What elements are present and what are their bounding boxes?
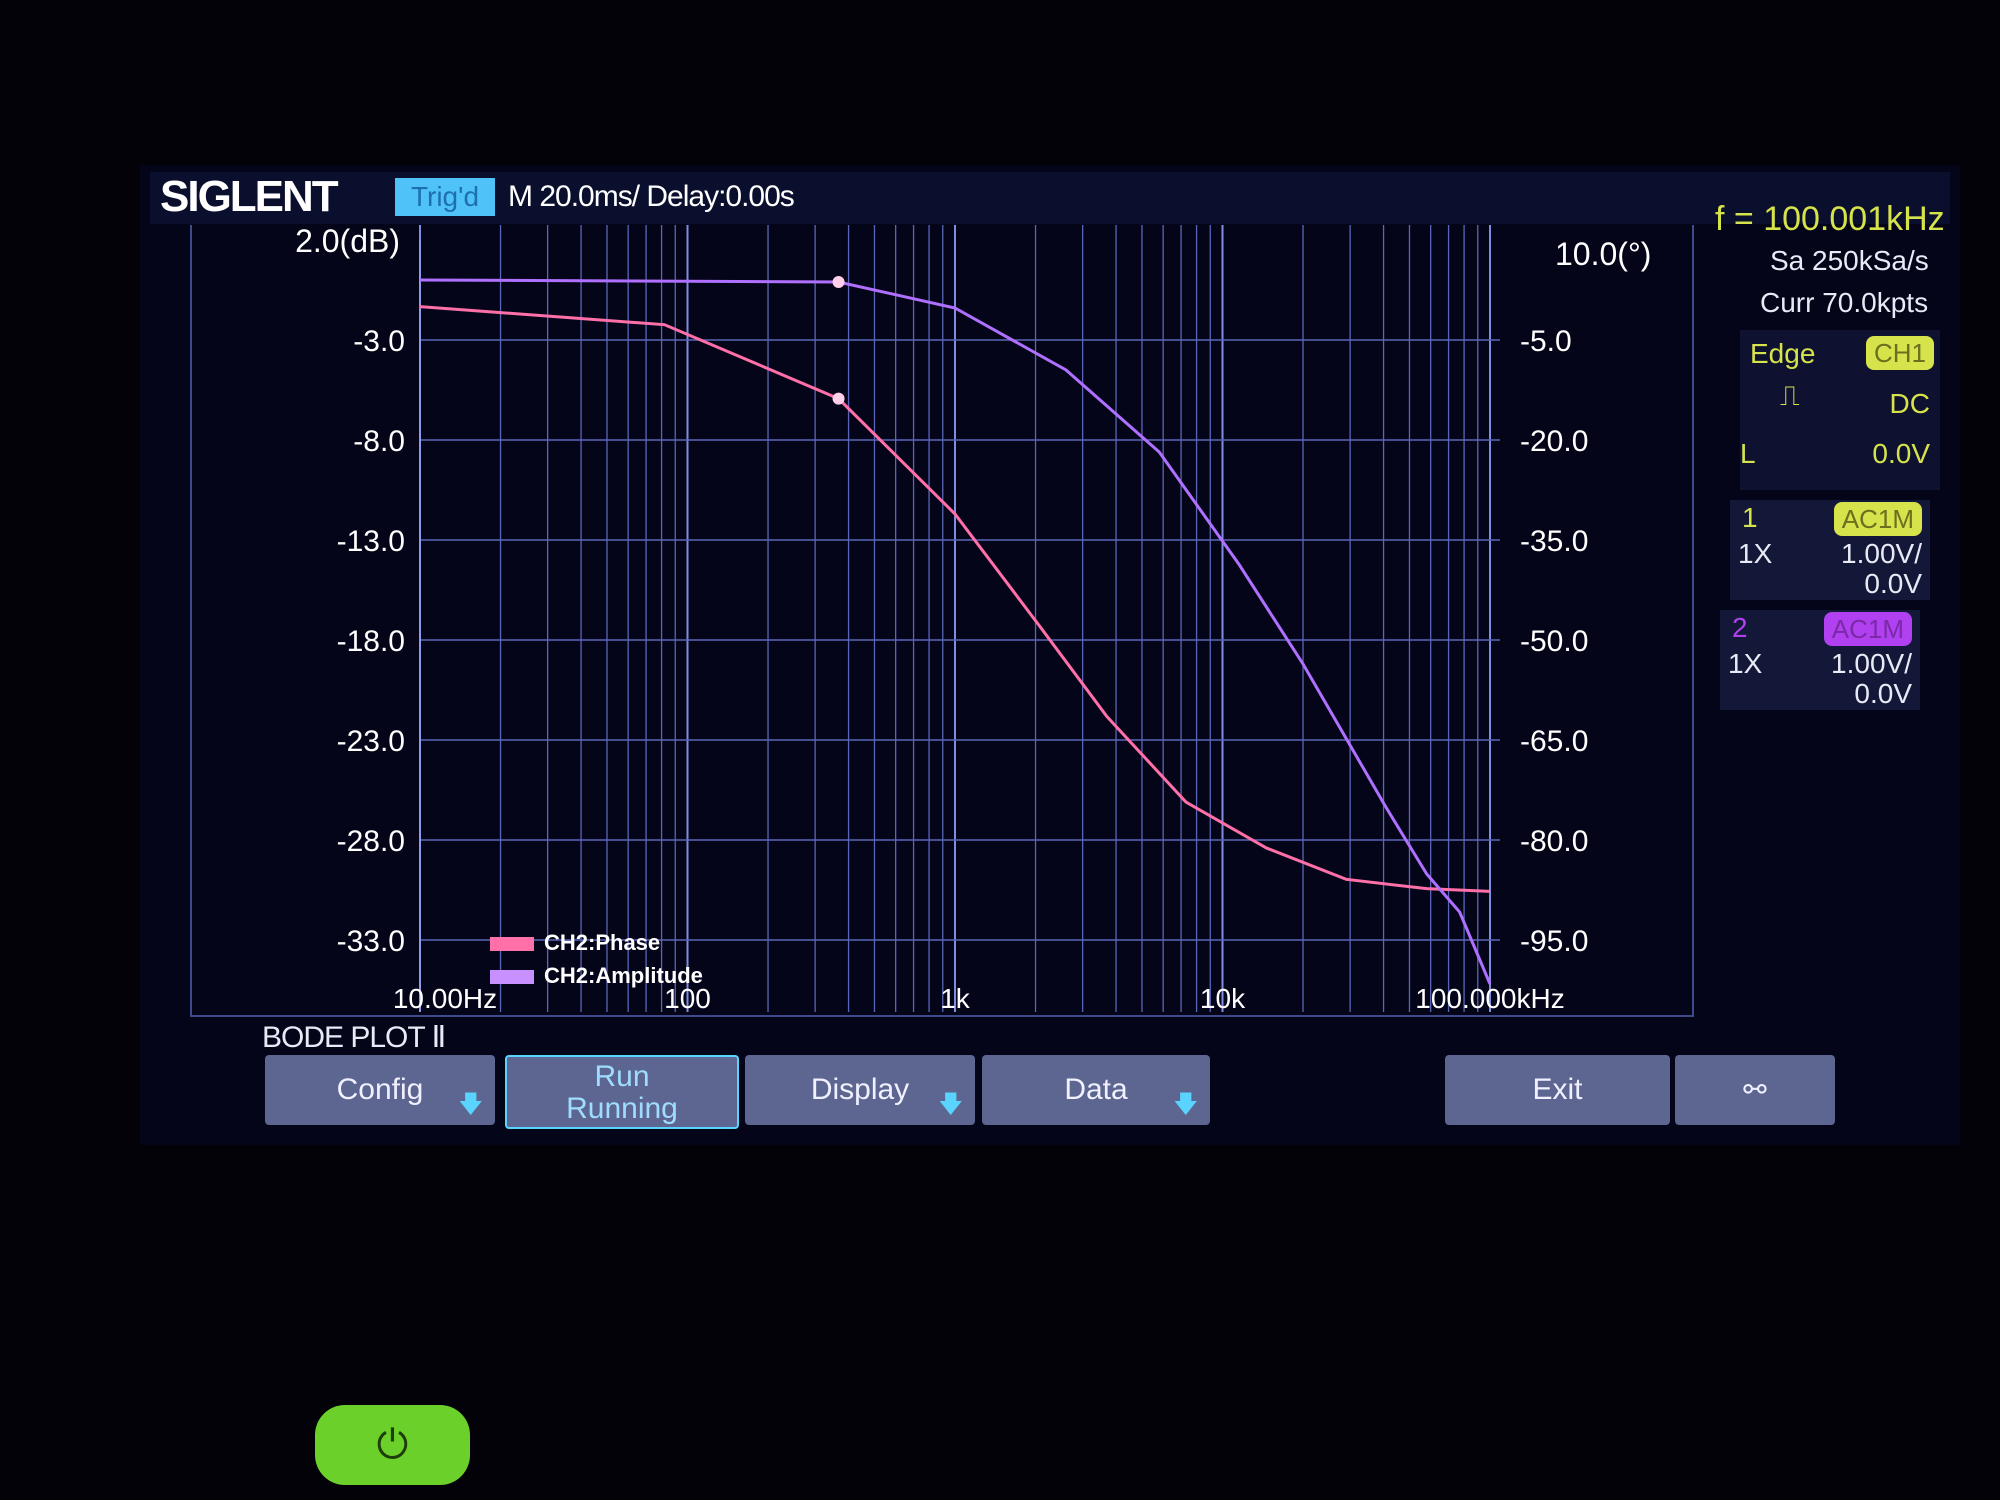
channel-probe: 1X — [1728, 648, 1763, 679]
trigger-box[interactable]: Edge CH1 ⎍ DC L 0.0V — [1740, 330, 1940, 490]
frequency-readout: f = 100.001kHz — [1715, 200, 1945, 238]
exit-label: Exit — [1532, 1073, 1583, 1106]
trigger-level: 0.0V — [1872, 438, 1930, 469]
y-right-unit-label: 10.0(°) — [1555, 236, 1651, 272]
run-button[interactable]: Run Running — [505, 1055, 739, 1129]
arrow-down-icon: 🡇 — [1173, 1091, 1198, 1118]
run-state: Running — [566, 1092, 678, 1125]
data-label: Data — [1064, 1073, 1128, 1106]
y-left-tick-label: -8.0 — [353, 425, 405, 458]
amplitude-curve — [419, 278, 1492, 985]
trigger-coupling: DC — [1889, 388, 1930, 419]
power-icon: ⏻ — [376, 1423, 409, 1467]
x-tick-label: 10k — [1200, 983, 1246, 1014]
network-icon: ⚯ — [1743, 1074, 1767, 1105]
trigger-source-badge: CH1 — [1865, 336, 1934, 370]
display-button[interactable]: Display 🡇 — [745, 1055, 975, 1125]
x-tick-label: 1k — [940, 983, 971, 1014]
x-tick-label: 100 — [664, 983, 711, 1014]
y-right-tick-label: -65.0 — [1520, 725, 1588, 758]
channel-2-box[interactable]: 2 AC1M 1X 1.00V/ 0.0V — [1720, 610, 1920, 710]
x-tick-label: 100.000kHz — [1415, 983, 1564, 1014]
x-tick-label: 10.00Hz — [393, 983, 497, 1014]
legend: CH2:Phase CH2:Amplitude — [490, 930, 703, 988]
channel-1-box[interactable]: 1 AC1M 1X 1.00V/ 0.0V — [1730, 500, 1930, 600]
y-left-tick-label: -23.0 — [337, 725, 405, 758]
channel-offset: 0.0V — [1854, 678, 1912, 709]
data-button[interactable]: Data 🡇 — [982, 1055, 1210, 1125]
legend-swatch-phase — [490, 937, 534, 951]
y-left-tick-label: -18.0 — [337, 625, 405, 658]
y-right-tick-label: -80.0 — [1520, 825, 1588, 858]
config-label: Config — [336, 1073, 424, 1106]
channel-scale: 1.00V/ — [1841, 538, 1922, 569]
y-left-tick-label: -13.0 — [337, 525, 405, 558]
plot-frame — [190, 225, 1694, 1017]
channel-offset: 0.0V — [1864, 568, 1922, 599]
exit-button[interactable]: Exit — [1445, 1055, 1670, 1125]
mode-title: BODE PLOT Ⅱ — [262, 1021, 446, 1054]
y-right-tick-label: -50.0 — [1520, 625, 1588, 658]
cursor-marker — [832, 392, 845, 405]
y-right-tick-label: -95.0 — [1520, 925, 1588, 958]
sample-rate: Sa 250kSa/s — [1770, 245, 1929, 276]
trigger-level-label: L — [1740, 438, 1756, 469]
trigger-status-badge: Trig'd — [395, 178, 495, 216]
legend-swatch-amplitude — [490, 970, 534, 984]
channel-number: 1 — [1742, 502, 1758, 533]
legend-label-phase: CH2:Phase — [544, 930, 660, 955]
memory-depth: Curr 70.0kpts — [1760, 287, 1929, 318]
channel-probe: 1X — [1738, 538, 1773, 569]
channel-scale: 1.00V/ — [1831, 648, 1912, 679]
power-button[interactable]: ⏻ — [315, 1405, 470, 1485]
brand-logo: SIGLENT — [160, 172, 339, 221]
arrow-down-icon: 🡇 — [938, 1091, 963, 1118]
timebase-readout[interactable]: M 20.0ms/ Delay:0.00s — [508, 180, 795, 213]
channel-coupling-badge: AC1M — [1823, 612, 1912, 646]
network-button[interactable]: ⚯ — [1675, 1055, 1835, 1125]
run-label: Run — [594, 1060, 650, 1093]
y-left-tick-label: -33.0 — [337, 925, 405, 958]
y-left-tick-label: -28.0 — [337, 825, 405, 858]
display-label: Display — [810, 1073, 910, 1106]
rising-edge-icon: ⎍ — [1780, 380, 1800, 411]
channel-coupling-badge: AC1M — [1833, 502, 1922, 536]
trigger-type: Edge — [1750, 338, 1816, 369]
y-right-tick-label: -35.0 — [1520, 525, 1588, 558]
cursor-marker — [832, 276, 845, 288]
phase-curve — [419, 305, 1491, 893]
legend-label-amplitude: CH2:Amplitude — [544, 963, 703, 988]
config-button[interactable]: Config 🡇 — [265, 1055, 495, 1125]
y-right-tick-label: -5.0 — [1520, 325, 1572, 358]
channel-number: 2 — [1732, 612, 1748, 643]
y-left-unit-label: 2.0(dB) — [295, 223, 400, 259]
y-right-tick-label: -20.0 — [1520, 425, 1588, 458]
arrow-down-icon: 🡇 — [458, 1091, 483, 1118]
oscilloscope-screen — [140, 165, 1960, 1145]
bode-plot: 2.0(dB) 10.0(°) -3.0 -5.0 -8.0 -20.0 -13.0 -3… — [295, 223, 1651, 1014]
y-left-tick-label: -3.0 — [353, 325, 405, 358]
